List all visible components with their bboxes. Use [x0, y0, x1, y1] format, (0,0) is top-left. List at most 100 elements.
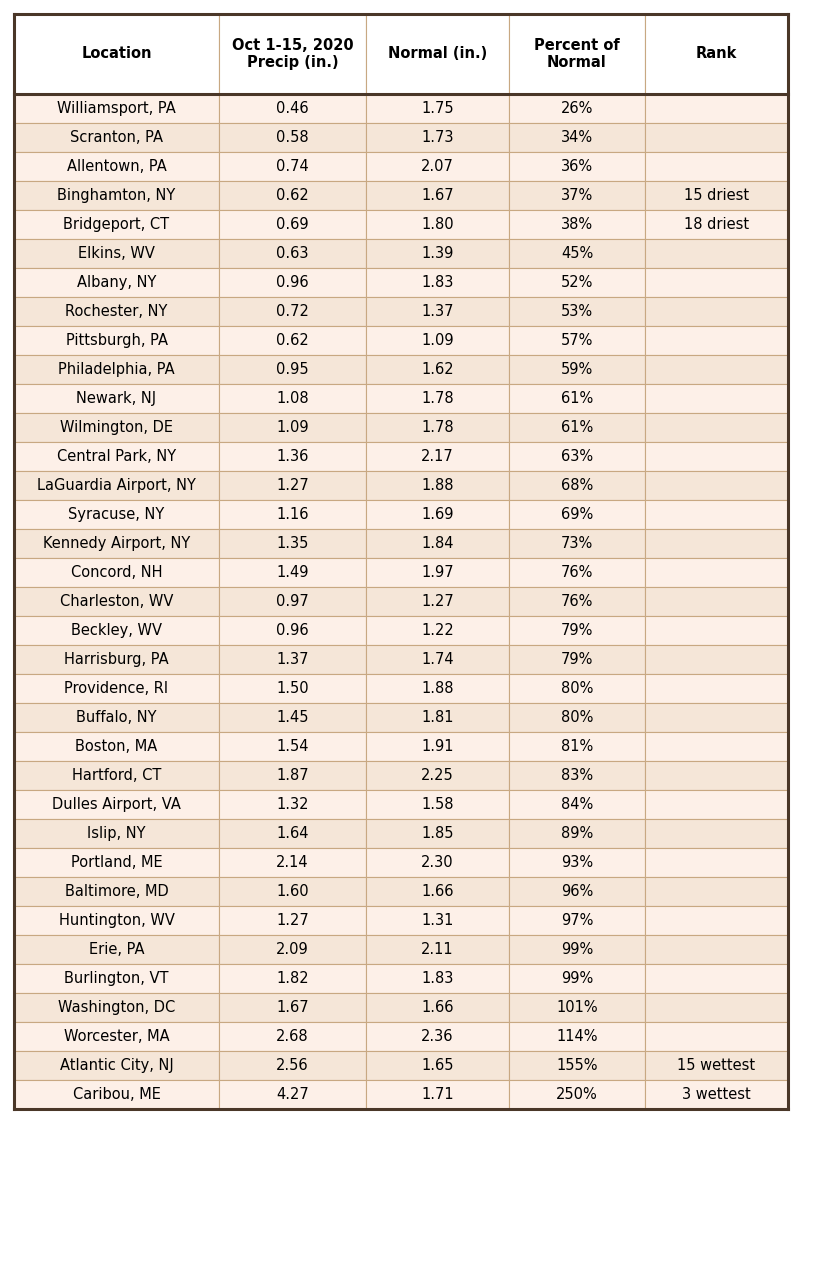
Text: 38%: 38%: [561, 217, 593, 232]
Bar: [219, 94, 366, 122]
Text: 1.78: 1.78: [421, 419, 454, 435]
Bar: [509, 413, 645, 442]
Text: Williamsport, PA: Williamsport, PA: [57, 101, 176, 116]
Bar: [509, 268, 645, 297]
Text: 2.25: 2.25: [421, 768, 454, 783]
Bar: [14, 470, 219, 500]
Text: 52%: 52%: [561, 275, 593, 289]
Text: Newark, NJ: Newark, NJ: [76, 391, 156, 405]
Text: Caribou, ME: Caribou, ME: [73, 1088, 160, 1102]
Text: 97%: 97%: [561, 913, 593, 928]
Bar: [219, 616, 366, 645]
Text: 1.88: 1.88: [421, 478, 454, 493]
Bar: [219, 1051, 366, 1080]
Bar: [509, 732, 645, 761]
Bar: [366, 993, 509, 1023]
Text: 0.46: 0.46: [276, 101, 309, 116]
Bar: [14, 268, 219, 297]
Text: 1.81: 1.81: [421, 710, 454, 725]
Bar: [14, 181, 219, 210]
Text: Normal (in.): Normal (in.): [388, 46, 488, 61]
Bar: [509, 703, 645, 732]
Bar: [509, 1051, 645, 1080]
Text: 1.65: 1.65: [421, 1058, 454, 1074]
Bar: [366, 210, 509, 238]
Bar: [509, 354, 645, 384]
Bar: [366, 848, 509, 877]
Bar: [219, 761, 366, 790]
Text: 1.37: 1.37: [276, 652, 308, 667]
Text: 61%: 61%: [561, 391, 593, 405]
Text: 81%: 81%: [561, 740, 593, 754]
Bar: [645, 122, 788, 152]
Bar: [645, 1080, 788, 1109]
Text: 1.64: 1.64: [276, 826, 308, 842]
Text: 63%: 63%: [561, 449, 593, 464]
Bar: [509, 761, 645, 790]
Bar: [645, 297, 788, 326]
Text: 1.75: 1.75: [421, 101, 454, 116]
Text: 15 driest: 15 driest: [684, 187, 749, 203]
Bar: [14, 790, 219, 819]
Bar: [14, 326, 219, 354]
Bar: [509, 558, 645, 587]
Bar: [509, 674, 645, 703]
Bar: [14, 1051, 219, 1080]
Text: Rank: Rank: [696, 46, 737, 61]
Bar: [14, 1023, 219, 1051]
Bar: [509, 384, 645, 413]
Text: 83%: 83%: [561, 768, 593, 783]
Bar: [645, 470, 788, 500]
Text: 1.27: 1.27: [276, 478, 309, 493]
Bar: [219, 384, 366, 413]
Text: 26%: 26%: [561, 101, 593, 116]
Bar: [14, 586, 219, 616]
Text: Allentown, PA: Allentown, PA: [66, 159, 166, 173]
Text: Huntington, WV: Huntington, WV: [59, 913, 174, 928]
Text: Elkins, WV: Elkins, WV: [78, 246, 155, 261]
Text: 2.56: 2.56: [276, 1058, 309, 1074]
Text: 93%: 93%: [561, 856, 593, 870]
Bar: [14, 732, 219, 761]
Text: 1.45: 1.45: [276, 710, 308, 725]
Bar: [645, 442, 788, 470]
Bar: [645, 558, 788, 587]
Bar: [219, 586, 366, 616]
Bar: [219, 529, 366, 558]
Text: Location: Location: [81, 46, 152, 61]
Bar: [645, 645, 788, 674]
Bar: [509, 819, 645, 848]
Bar: [14, 442, 219, 470]
Bar: [645, 761, 788, 790]
Bar: [219, 152, 366, 181]
Text: Charleston, WV: Charleston, WV: [60, 594, 173, 609]
Text: 0.96: 0.96: [276, 275, 309, 289]
Bar: [645, 935, 788, 964]
Text: 37%: 37%: [561, 187, 593, 203]
Text: Worcester, MA: Worcester, MA: [64, 1029, 169, 1044]
Text: 1.87: 1.87: [276, 768, 309, 783]
Text: 1.22: 1.22: [421, 623, 454, 638]
Text: Wilmington, DE: Wilmington, DE: [60, 419, 173, 435]
Text: 1.60: 1.60: [276, 884, 309, 899]
Text: Washington, DC: Washington, DC: [58, 1000, 175, 1015]
Text: Rochester, NY: Rochester, NY: [65, 303, 168, 319]
Bar: [645, 500, 788, 529]
Text: 0.96: 0.96: [276, 623, 309, 638]
Bar: [645, 413, 788, 442]
Bar: [219, 1080, 366, 1109]
Text: 1.35: 1.35: [276, 536, 308, 551]
Bar: [14, 819, 219, 848]
Bar: [366, 1080, 509, 1109]
Text: Erie, PA: Erie, PA: [88, 942, 144, 958]
Bar: [366, 529, 509, 558]
Text: 59%: 59%: [561, 362, 593, 377]
Text: 1.66: 1.66: [421, 1000, 454, 1015]
Text: Providence, RI: Providence, RI: [65, 681, 169, 696]
Bar: [219, 238, 366, 268]
Text: 1.31: 1.31: [421, 913, 454, 928]
Bar: [366, 645, 509, 674]
Bar: [219, 268, 366, 297]
Text: 2.07: 2.07: [421, 159, 454, 173]
Text: 73%: 73%: [561, 536, 593, 551]
